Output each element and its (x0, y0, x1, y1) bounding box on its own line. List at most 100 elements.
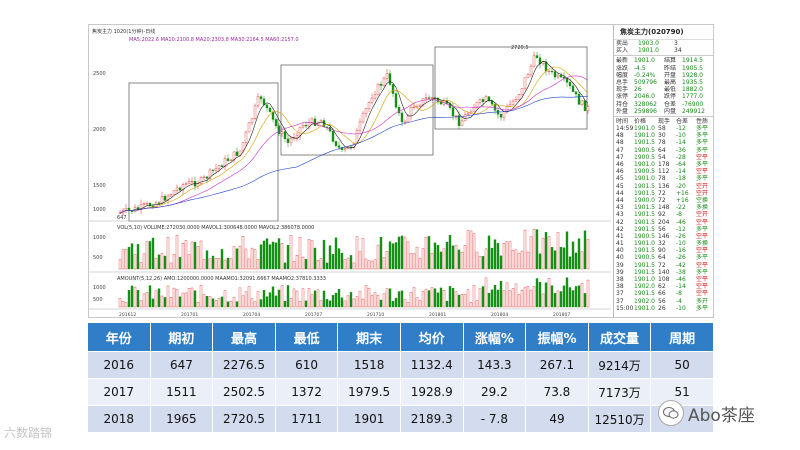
date-tick-label: 201807 (553, 312, 570, 318)
volume-bar (307, 239, 311, 270)
volume-bar (223, 259, 227, 270)
tick-cell: 47 (616, 146, 624, 154)
tick-cell: -14 (676, 139, 686, 147)
volume-bar (262, 240, 266, 270)
tick-row[interactable]: 37 1902.0 56 -4 多开 (614, 297, 713, 305)
tick-row[interactable]: 38 1902.0 62 -14 空平 (614, 283, 713, 290)
volume-bar (412, 253, 416, 270)
tick-row[interactable]: 42 1901.5 204 -46 空平 (614, 218, 713, 226)
volume-bar (481, 256, 485, 270)
tick-row[interactable]: 37 1901.5 66 -8 空平 (614, 290, 713, 298)
tick-row[interactable]: 45 1901.0 78 -18 多平 (614, 175, 713, 183)
tick-cell: 多开 (696, 297, 709, 305)
volume-bar (250, 247, 254, 270)
tick-row[interactable]: 42 1901.5 56 -12 多平 (614, 225, 713, 233)
candle-body (577, 93, 581, 105)
candle-body (361, 113, 365, 123)
tick-cell: -46 (676, 218, 686, 226)
buy-qty: 34 (674, 47, 682, 55)
quote-field-cell: 249912 (682, 107, 705, 115)
tick-row[interactable]: 40 1900.5 64 -26 多平 (614, 254, 713, 262)
amount-bar (379, 299, 383, 308)
tick-row[interactable]: 15:00 1901.0 26 -10 多平 (614, 305, 713, 312)
yearly-stats-table: 年份 期初 最高 最低 期末 均价 涨幅% 振幅% 成交量 周期 2016 647 2276.5 610… (87, 322, 714, 433)
tick-cell: 40 (616, 254, 624, 262)
tick-row[interactable]: 43 1901.5 148 -22 多换 (614, 204, 713, 211)
tick-row[interactable]: 47 1900.5 64 -36 多平 (614, 146, 713, 154)
table-row: 2016 647 2276.5 610 1518 1132.4 143.3 267.1 9214… (87, 351, 714, 379)
amount-bar (163, 297, 167, 308)
sell-row[interactable]: 卖出 1903.0 3 (614, 40, 713, 47)
tick-list[interactable]: 14:59 1901.0 58 -12 多平 48 1901.0 30 -10 多平 48 1901.… (614, 125, 713, 312)
tick-cell: 1900.5 (634, 153, 655, 161)
tick-row[interactable]: 38 1901.0 108 -46 空平 (614, 276, 713, 283)
quote-field-cell: 外盘 (616, 107, 629, 115)
tick-cell: 45 (616, 175, 624, 183)
candle-body (331, 130, 335, 142)
amount-bar (439, 287, 443, 308)
tick-cell: 42 (616, 225, 624, 233)
tick-row[interactable]: 43 1901.5 92 -8 空开 (614, 211, 713, 218)
amount-bar (586, 279, 590, 308)
tick-row[interactable]: 45 1901.5 136 -20 空开 (614, 182, 713, 190)
tick-row[interactable]: 48 1901.0 30 -10 多平 (614, 132, 713, 139)
buy-row[interactable]: 买入 1901.0 34 (614, 47, 713, 55)
tick-cell: 多平 (696, 139, 709, 147)
candle-body (160, 195, 164, 204)
tick-row[interactable]: 47 1900.5 54 -28 空平 (614, 153, 713, 161)
amount-bar (508, 290, 512, 308)
amount-bar (550, 285, 554, 308)
candle-body (274, 119, 278, 127)
tick-row[interactable]: 41 1901.0 32 -10 多换 (614, 240, 713, 247)
candle-body (247, 122, 251, 133)
tick-row[interactable]: 46 1901.0 178 -64 多平 (614, 161, 713, 168)
tick-row[interactable]: 44 1901.5 72 +16 空开 (614, 190, 713, 197)
ticks-col-nature: 性质 (696, 117, 709, 125)
tick-row[interactable]: 41 1900.5 146 -26 空平 (614, 232, 713, 240)
volume-bar (571, 241, 575, 270)
tick-cell: 空开 (696, 182, 709, 190)
quote-field-cell: 509796 (634, 78, 657, 86)
tick-row[interactable]: 14:59 1901.0 58 -12 多平 (614, 125, 713, 132)
candle-body (373, 94, 377, 99)
candle-body (169, 194, 173, 197)
volume-bar (301, 256, 305, 270)
tick-cell: 204 (658, 218, 670, 226)
candle-body (334, 141, 338, 146)
table-header-cell: 均价 (399, 322, 464, 352)
amount-bar (424, 288, 428, 308)
amount-bar (511, 288, 515, 308)
amount-bar (541, 293, 545, 308)
tick-row[interactable]: 40 1901.5 90 -16 空平 (614, 247, 713, 254)
watermark-right-text: Abo茶座 (688, 405, 755, 426)
amount-bar (202, 294, 206, 308)
volume-bar (259, 244, 263, 270)
moving-average-lines (119, 60, 589, 214)
tick-row[interactable]: 44 1900.0 72 +16 空换 (614, 197, 713, 204)
amount-bar (535, 278, 539, 308)
tick-row[interactable]: 39 1901.5 140 -38 多平 (614, 269, 713, 276)
candle-body (268, 107, 272, 112)
tick-cell: 1900.5 (634, 232, 655, 240)
tick-row[interactable]: 46 1900.5 112 -14 空平 (614, 168, 713, 175)
amount-bar (346, 295, 350, 308)
amount-bar (214, 300, 218, 308)
tick-cell: -12 (676, 225, 686, 233)
tick-row[interactable]: 48 1901.5 78 -14 多平 (614, 139, 713, 147)
tick-cell: -8 (676, 290, 682, 298)
volume-bar (526, 251, 530, 270)
amount-bar (232, 296, 236, 308)
quote-field-row: 现手 26 最低 1882.0 (614, 86, 713, 93)
volume-bar (325, 262, 329, 270)
volume-bar (418, 258, 422, 270)
tick-row[interactable]: 39 1901.5 72 -42 空平 (614, 262, 713, 269)
candlestick-chart-area[interactable]: 焦炭主力 1020(1分钟)-日线 MA5:2022.6 MA10:2100.8… (89, 25, 611, 318)
table-cell: 2720.5 (212, 405, 276, 433)
kline-chart-svg[interactable]: 焦炭主力 1020(1分钟)-日线 MA5:2022.6 MA10:2100.8… (89, 25, 611, 318)
amount-bar (124, 302, 128, 308)
amount-bar (583, 293, 587, 308)
amount-bar (571, 290, 575, 308)
tick-cell: -28 (676, 153, 686, 161)
quote-field-row: 涨停 2046.0 跌停 1777.0 (614, 93, 713, 100)
amount-bar (271, 286, 275, 308)
